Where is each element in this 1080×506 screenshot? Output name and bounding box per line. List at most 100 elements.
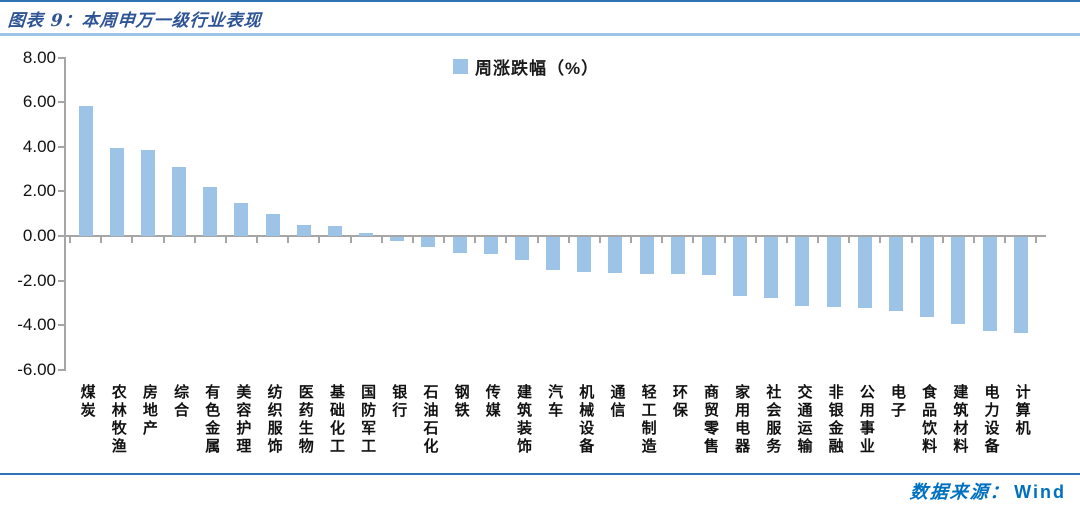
data-source-value: Wind	[1014, 482, 1066, 502]
bar-钢铁	[452, 237, 467, 253]
x-axis-category-label: 食品饮料	[920, 384, 938, 456]
x-axis-tick-mark	[1004, 236, 1007, 243]
x-axis-category-label: 建筑材料	[951, 384, 969, 456]
bar-商贸零售	[701, 237, 716, 276]
bar-医药生物	[296, 224, 311, 236]
bar-纺织服饰	[265, 213, 280, 236]
y-axis-tick-mark	[58, 56, 64, 59]
x-axis-category-label: 社会服务	[764, 384, 782, 456]
legend-swatch-icon	[453, 59, 468, 74]
bar-农林牧渔	[109, 147, 124, 236]
x-axis-tick-mark	[349, 236, 352, 243]
x-axis-category-label: 有色金属	[203, 384, 221, 456]
bar-石油石化	[421, 237, 436, 248]
data-source-label: 数据来源：	[909, 482, 1011, 503]
x-axis-tick-mark	[630, 236, 633, 243]
x-axis-category-label: 纺织服饰	[265, 384, 283, 456]
x-axis-category-label: 汽车	[546, 384, 564, 420]
x-axis-tick-mark	[256, 236, 259, 243]
bar-房地产	[140, 150, 155, 236]
x-axis-tick-mark	[474, 236, 477, 243]
x-axis-category-label: 通信	[608, 384, 626, 420]
x-axis-category-label: 传媒	[483, 384, 501, 420]
x-axis-tick-mark	[817, 236, 820, 243]
bar-交通运输	[795, 237, 810, 307]
x-axis-category-label: 美容护理	[234, 384, 252, 456]
bar-通信	[608, 237, 623, 273]
x-axis-tick-mark	[879, 236, 882, 243]
bar-基础化工	[327, 225, 342, 236]
figure-title: 图表 9：本周申万一级行业表现	[7, 11, 263, 31]
x-axis-category-label: 商贸零售	[701, 384, 719, 456]
x-axis-category-label: 石油石化	[421, 384, 439, 456]
title-divider	[0, 33, 1080, 36]
x-axis-category-label: 轻工制造	[639, 384, 657, 456]
x-axis-tick-mark	[692, 236, 695, 243]
y-axis-tick-mark	[58, 368, 64, 371]
y-axis-tick-label: 0.00	[22, 226, 56, 245]
y-axis-tick-mark	[58, 279, 64, 282]
bar-煤炭	[78, 105, 93, 236]
bar-国防军工	[359, 232, 374, 236]
footer-divider	[0, 473, 1080, 475]
x-axis-tick-mark	[443, 236, 446, 243]
x-axis-tick-mark	[505, 236, 508, 243]
x-axis-tick-mark	[941, 236, 944, 243]
x-axis-category-label: 电力设备	[982, 384, 1000, 456]
x-axis-category-label: 房地产	[140, 384, 158, 438]
y-axis-tick-mark	[58, 145, 64, 148]
top-divider	[0, 0, 1080, 2]
x-axis-tick-mark	[910, 236, 913, 243]
bar-建筑装饰	[514, 237, 529, 261]
x-axis-category-label: 机械设备	[577, 384, 595, 456]
bar-电力设备	[982, 237, 997, 331]
x-axis-category-label: 国防军工	[359, 384, 377, 456]
x-axis-tick-mark	[411, 236, 414, 243]
y-axis-tick-label: -6.00	[17, 359, 56, 379]
bar-机械设备	[577, 237, 592, 272]
x-axis-tick-mark	[100, 236, 103, 243]
x-axis-tick-mark	[567, 236, 570, 243]
x-axis-category-label: 非银金融	[826, 384, 844, 456]
bar-社会服务	[764, 237, 779, 299]
y-axis-tick-label: 2.00	[22, 181, 56, 201]
x-axis-category-label: 医药生物	[296, 384, 314, 456]
y-axis-tick-mark	[58, 101, 64, 104]
bar-综合	[172, 166, 187, 236]
y-axis-tick-label: -2.00	[17, 270, 56, 290]
x-axis-category-label: 钢铁	[452, 384, 470, 420]
bar-环保	[670, 237, 685, 275]
x-axis-category-label: 基础化工	[327, 384, 345, 456]
x-axis-line	[64, 235, 1046, 237]
bar-传媒	[483, 237, 498, 254]
x-axis-category-label: 电子	[889, 384, 906, 420]
bar-银行	[390, 237, 405, 242]
x-axis-tick-mark	[754, 236, 757, 243]
bar-汽车	[546, 237, 561, 271]
bar-公用事业	[857, 237, 872, 309]
x-axis-tick-mark	[785, 236, 788, 243]
x-axis-tick-mark	[193, 236, 196, 243]
x-axis-tick-mark	[131, 236, 134, 243]
chart-legend: 周涨跌幅（%）	[453, 54, 599, 79]
bar-食品饮料	[920, 237, 935, 318]
x-axis-tick-mark	[661, 236, 664, 243]
bar-电子	[889, 237, 903, 311]
bar-非银金融	[826, 237, 841, 308]
y-axis-tick-label: 4.00	[22, 136, 56, 156]
bar-计算机	[1013, 237, 1028, 333]
x-axis-tick-mark	[972, 236, 975, 243]
x-axis-category-label: 建筑装饰	[514, 384, 532, 456]
y-axis-tick-label: -4.00	[17, 315, 56, 335]
x-axis-category-label: 农林牧渔	[109, 384, 127, 456]
x-axis-tick-mark	[536, 236, 539, 243]
x-axis-tick-mark	[598, 236, 601, 243]
bar-轻工制造	[639, 237, 654, 274]
bar-建筑材料	[951, 237, 966, 324]
x-axis-category-label: 家用电器	[733, 384, 751, 456]
x-axis-tick-mark	[224, 236, 227, 243]
x-axis-category-label: 环保	[670, 384, 688, 420]
x-axis-category-label: 综合	[172, 384, 190, 420]
x-axis-category-label: 公用事业	[857, 384, 875, 456]
